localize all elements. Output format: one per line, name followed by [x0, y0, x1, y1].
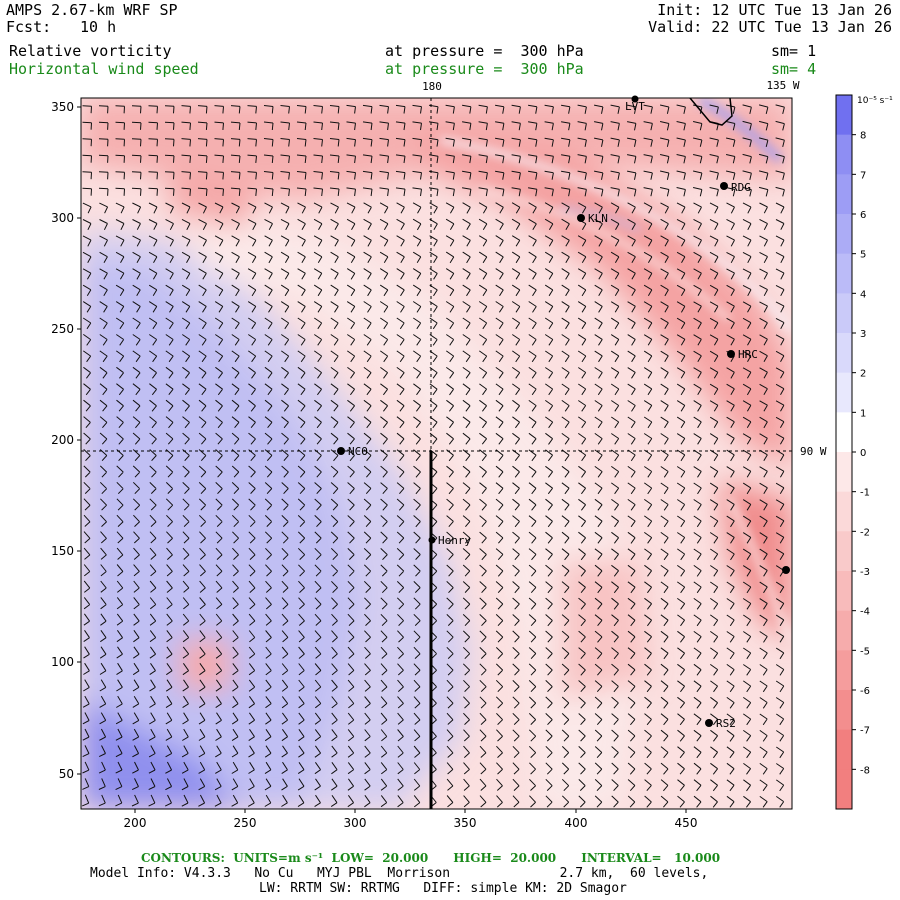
map-frame: [80, 97, 793, 810]
colorbar-segment: [836, 372, 852, 413]
colorbar-segment: [836, 690, 852, 731]
colorbar-label: -6: [860, 686, 870, 697]
colorbar-segment: [836, 214, 852, 255]
y-tick-300: 300: [51, 211, 74, 225]
contours-info: CONTOURS: UNITS=m s⁻¹ LOW= 20.000 HIGH= …: [141, 851, 721, 865]
colorbar-label: 7: [860, 170, 866, 181]
y-tick-250: 250: [51, 322, 74, 336]
station-lvt-marker: [631, 95, 639, 103]
colorbar-segment: [836, 412, 852, 453]
model-info: Model Info: V4.3.3 No Cu MYJ PBL Morriso…: [90, 866, 709, 881]
colorbar-label: -4: [860, 607, 870, 618]
y-tick-350: 350: [51, 100, 74, 114]
colorbar-segment: [836, 729, 852, 770]
colorbar-label: -5: [860, 646, 870, 657]
station-rs2-label: RS2: [716, 717, 736, 730]
colorbar-label: 0: [860, 448, 866, 459]
colorbar-units: 10⁻⁵ s⁻¹: [857, 96, 893, 106]
colorbar: [835, 94, 856, 810]
fcst-value: 10 h: [80, 18, 117, 36]
colorbar-label: -3: [860, 567, 870, 578]
lon-label-135w: 135 W: [766, 79, 799, 92]
station-rs2-marker: [705, 719, 713, 727]
station-rdg-label: RDG: [731, 181, 751, 194]
station-hrc-label: HRC: [738, 348, 758, 361]
station-henry-label: Henry: [438, 534, 471, 547]
physics-info: LW: RRTM SW: RRTMG DIFF: simple KM: 2D S…: [259, 881, 627, 896]
valid-time: Valid: 22 UTC Tue 13 Jan 26: [648, 18, 892, 36]
colorbar-segment: [836, 174, 852, 215]
station-nco-label: NCO: [348, 445, 368, 458]
station-kln-label: KLN: [588, 212, 608, 225]
colorbar-segment: [836, 650, 852, 691]
y-tick-100: 100: [51, 655, 74, 669]
station-hrc-marker: [727, 350, 735, 358]
y-tick-200: 200: [51, 433, 74, 447]
colorbar-label: -7: [860, 726, 870, 737]
x-tick-450: 450: [675, 816, 698, 830]
station-unnamed-marker: [782, 566, 790, 574]
x-tick-200: 200: [124, 816, 147, 830]
colorbar-label: 4: [860, 289, 866, 300]
vorticity-field: [81, 98, 792, 809]
x-tick-250: 250: [234, 816, 257, 830]
field1-level: at pressure = 300 hPa: [385, 42, 584, 60]
station-rdg-marker: [720, 182, 728, 190]
colorbar-segment: [836, 571, 852, 612]
colorbar-segment: [836, 610, 852, 651]
colorbar-label: 6: [860, 210, 866, 221]
fcst-label: Fcst:: [6, 18, 52, 36]
station-henry-marker: [428, 536, 436, 544]
coastline: [689, 98, 733, 126]
field2-smooth: sm= 4: [771, 60, 817, 78]
colorbar-label: 3: [860, 329, 866, 340]
colorbar-segment: [836, 293, 852, 334]
colorbar-label: -8: [860, 765, 870, 776]
station-lvt-label: LVT: [625, 100, 645, 113]
field1-name: Relative vorticity: [9, 42, 172, 60]
init-time: Init: 12 UTC Tue 13 Jan 26: [657, 1, 892, 19]
stations: LVT RDG KLN HRC NCO Henry RS2: [337, 95, 790, 730]
wind-barbs: [82, 104, 785, 808]
station-kln-marker: [577, 214, 585, 222]
colorbar-segment: [836, 769, 852, 810]
colorbar-segment: [836, 531, 852, 572]
field1-smooth: sm= 1: [771, 42, 817, 60]
x-tick-300: 300: [344, 816, 367, 830]
lon-label-90w: 90 W: [800, 445, 827, 458]
model-title: AMPS 2.67-km WRF SP: [6, 1, 178, 19]
field2-level: at pressure = 300 hPa: [385, 60, 584, 78]
x-tick-350: 350: [454, 816, 477, 830]
colorbar-segment: [836, 452, 852, 493]
colorbar-label: 8: [860, 131, 866, 142]
y-tick-50: 50: [59, 767, 74, 781]
colorbar-label: -1: [860, 488, 870, 499]
colorbar-label: 2: [860, 369, 866, 380]
y-tick-150: 150: [51, 544, 74, 558]
colorbar-segment: [836, 95, 852, 136]
colorbar-segment: [836, 253, 852, 294]
x-tick-400: 400: [565, 816, 588, 830]
lon-label-180: 180: [422, 80, 442, 93]
colorbar-segment: [836, 134, 852, 175]
colorbar-label: 5: [860, 250, 866, 261]
wind-barb-glyphs: [82, 104, 785, 808]
colorbar-segment: [836, 333, 852, 374]
colorbar-label: 1: [860, 408, 866, 419]
station-nco-marker: [337, 447, 345, 455]
field2-name: Horizontal wind speed: [9, 60, 199, 78]
colorbar-label: -2: [860, 527, 870, 538]
colorbar-segment: [836, 491, 852, 532]
